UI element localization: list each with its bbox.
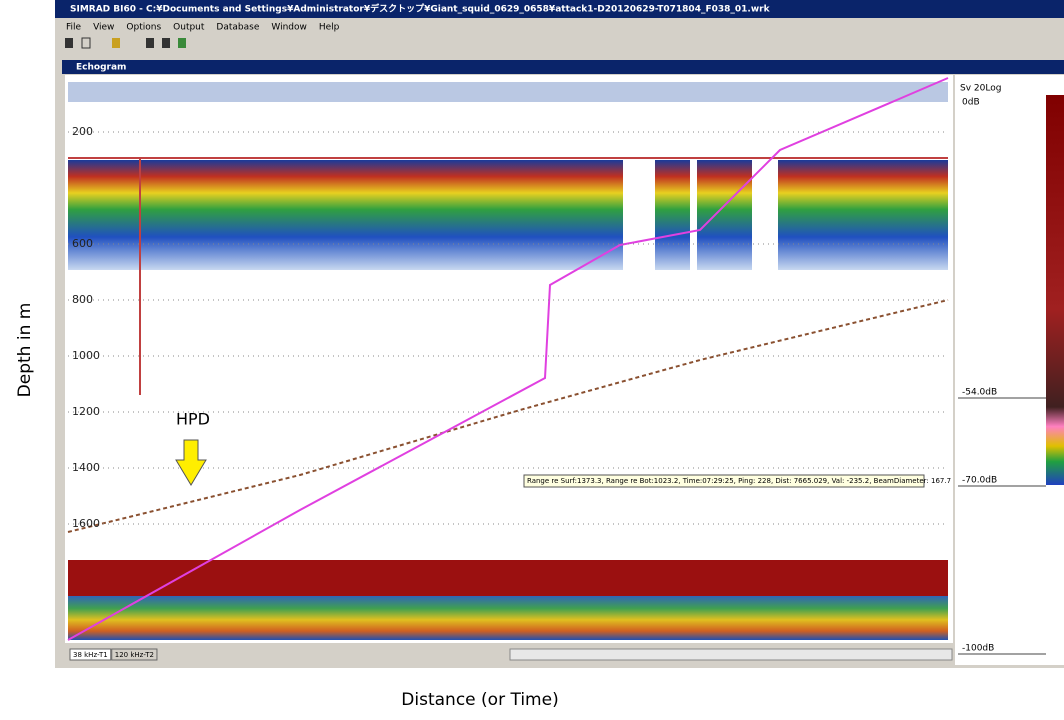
- scale-label: -70.0dB: [962, 476, 997, 486]
- menu-item[interactable]: Options: [126, 23, 161, 33]
- tabs: 38 kHz-T1 120 kHz-T2: [70, 649, 157, 660]
- scale-label: 0dB: [962, 98, 980, 108]
- window-title: SIMRAD BI60 - C:¥Documents and Settings¥…: [70, 3, 771, 15]
- scale-label: -54.0dB: [962, 388, 997, 398]
- tool-icon[interactable]: [146, 38, 154, 48]
- tool-icon[interactable]: [65, 38, 73, 48]
- echogram-titlebar: [62, 60, 1064, 74]
- depth-label: 1400: [72, 461, 100, 474]
- tool-icon[interactable]: [162, 38, 170, 48]
- scrollbar[interactable]: [510, 649, 952, 660]
- echogram-title: Echogram: [76, 63, 126, 73]
- menu-item[interactable]: Help: [319, 23, 340, 33]
- depth-label: 800: [72, 293, 93, 306]
- menu-item[interactable]: Window: [271, 23, 307, 33]
- depth-label: 1600: [72, 517, 100, 530]
- y-axis-label: Depth in m: [15, 303, 35, 398]
- page: SIMRAD BI60 - C:¥Documents and Settings¥…: [0, 0, 1064, 716]
- depth-label: 600: [72, 237, 93, 250]
- menu-item[interactable]: Database: [216, 23, 259, 33]
- x-axis-label: Distance (or Time): [401, 690, 558, 710]
- scale-label: -100dB: [962, 644, 994, 654]
- tab-label[interactable]: 38 kHz-T1: [73, 651, 108, 659]
- menu-item[interactable]: View: [93, 23, 114, 33]
- depth-label: 200: [72, 125, 93, 138]
- menu-item[interactable]: File: [66, 23, 82, 33]
- screenshot: SIMRAD BI60 - C:¥Documents and Settings¥…: [0, 0, 1064, 716]
- tool-icon[interactable]: [112, 38, 120, 48]
- tab-label[interactable]: 120 kHz-T2: [115, 651, 154, 659]
- menu-bar: File View Options Output Database Window Help: [66, 23, 340, 33]
- hpd-label: HPD: [176, 410, 210, 429]
- tool-icon[interactable]: [178, 38, 186, 48]
- menu-item[interactable]: Output: [173, 23, 205, 33]
- depth-label: 1200: [72, 405, 100, 418]
- readout-text: Range re Surf:1373.3, Range re Bot:1023.…: [527, 477, 951, 485]
- color-scale-bar: [1046, 95, 1064, 485]
- depth-label: 1000: [72, 349, 100, 362]
- color-scale-title: Sv 20Log: [960, 84, 1001, 94]
